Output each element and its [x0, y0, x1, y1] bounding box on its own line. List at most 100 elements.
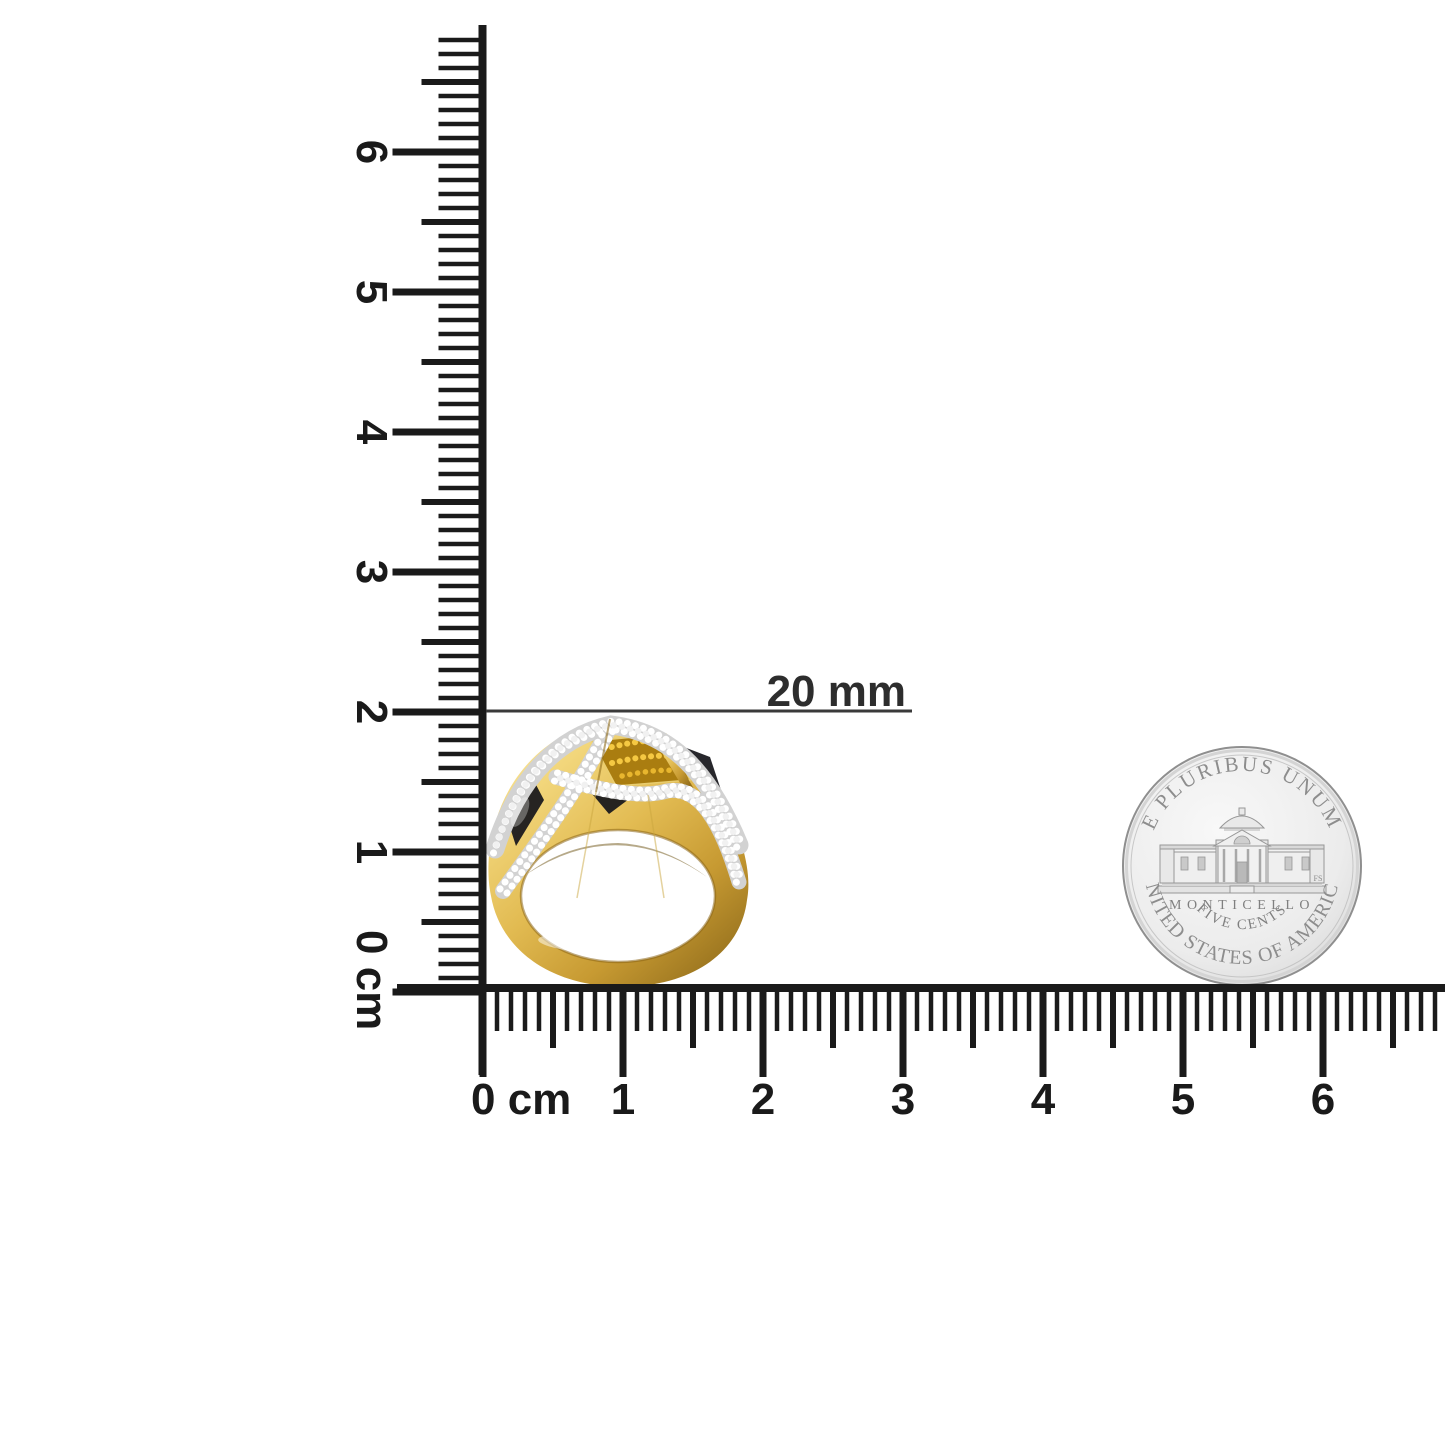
building-steps — [1229, 885, 1255, 894]
v-ruler-half-cm-tick — [421, 919, 479, 925]
h-ruler-cm-tick — [899, 991, 907, 1077]
h-ruler-mm-tick — [1362, 991, 1368, 1031]
h-ruler-mm-tick — [522, 991, 528, 1031]
v-ruler-half-cm-tick — [421, 79, 479, 85]
h-ruler-mm-tick — [1082, 991, 1088, 1031]
v-ruler-number-3: 3 — [347, 560, 396, 584]
v-ruler-cm-tick — [392, 148, 479, 156]
v-ruler-mm-tick — [438, 625, 479, 631]
vertical-ruler: 0 cm 1 2 3 4 5 6 — [347, 25, 487, 1075]
v-ruler-mm-tick — [438, 933, 479, 939]
v-ruler-mm-tick — [438, 261, 479, 267]
building-left-wing — [1173, 851, 1217, 884]
v-ruler-mm-tick — [438, 317, 479, 323]
v-ruler-mm-tick — [438, 513, 479, 519]
coin-designer-initials: FS — [1314, 874, 1323, 883]
v-ruler-mm-tick — [438, 247, 479, 253]
building-window — [1284, 856, 1293, 871]
v-ruler-mm-tick — [438, 163, 479, 169]
v-ruler-mm-tick — [438, 457, 479, 463]
building-dome — [1218, 815, 1266, 829]
ring-image — [488, 719, 748, 987]
v-ruler-mm-tick — [438, 93, 479, 99]
h-ruler-mm-tick — [732, 991, 738, 1031]
h-ruler-half-cm-tick — [690, 991, 696, 1048]
h-ruler-mm-tick — [844, 991, 850, 1031]
v-ruler-cm-tick — [392, 428, 479, 436]
building-base-step — [1162, 883, 1322, 886]
v-ruler-mm-tick — [438, 443, 479, 449]
h-ruler-number-2: 2 — [751, 1075, 775, 1124]
v-ruler-mm-tick — [438, 541, 479, 547]
black-accent — [505, 779, 544, 846]
h-ruler-mm-tick — [816, 991, 822, 1031]
v-ruler-number-6: 6 — [347, 140, 396, 164]
h-ruler-mm-tick — [494, 991, 500, 1031]
h-ruler-mm-tick — [1376, 991, 1382, 1031]
v-ruler-mm-tick — [438, 205, 479, 211]
v-ruler-mm-tick — [438, 975, 479, 981]
h-ruler-mm-tick — [606, 991, 612, 1031]
v-ruler-mm-tick — [438, 863, 479, 869]
h-ruler-mm-tick — [1236, 991, 1242, 1031]
building-lantern — [1238, 807, 1246, 816]
h-ruler-number-4: 4 — [1031, 1075, 1056, 1124]
h-ruler-mm-tick — [1418, 991, 1424, 1031]
v-ruler-number-1: 1 — [347, 840, 396, 864]
v-ruler-mm-tick — [438, 597, 479, 603]
v-ruler-mm-tick — [438, 331, 479, 337]
ring-crease — [576, 791, 597, 899]
h-ruler-mm-tick — [984, 991, 990, 1031]
h-ruler-mm-tick — [634, 991, 640, 1031]
h-ruler-labels: 0 cm 1 2 3 4 5 6 — [471, 1075, 1335, 1124]
h-ruler-mm-tick — [1432, 991, 1438, 1031]
building-window — [1180, 856, 1189, 871]
v-ruler-mm-tick — [438, 947, 479, 953]
h-ruler-mm-tick — [1068, 991, 1074, 1031]
v-ruler-mm-tick — [438, 177, 479, 183]
building-door — [1236, 861, 1248, 884]
h-ruler-mm-tick — [1054, 991, 1060, 1031]
h-ruler-number-1: 1 — [611, 1075, 635, 1124]
h-ruler-mm-tick — [1292, 991, 1298, 1031]
v-ruler-mm-tick — [438, 695, 479, 701]
ring-highlight — [538, 934, 638, 954]
h-ruler-mm-tick — [1138, 991, 1144, 1031]
v-ruler-cm-tick — [392, 568, 479, 576]
v-ruler-mm-tick — [438, 51, 479, 57]
h-ruler-mm-tick — [578, 991, 584, 1031]
h-ruler-mm-tick — [1166, 991, 1172, 1031]
h-ruler-mm-tick — [564, 991, 570, 1031]
h-ruler-mm-tick — [956, 991, 962, 1031]
h-ruler-mm-tick — [774, 991, 780, 1031]
h-ruler-mm-tick — [508, 991, 514, 1031]
h-ruler-mm-tick — [1278, 991, 1284, 1031]
h-ruler-mm-tick — [788, 991, 794, 1031]
h-ruler-mm-tick — [1194, 991, 1200, 1031]
coin-building-label: MONTICELLO — [1169, 898, 1315, 913]
h-ruler-mm-tick — [872, 991, 878, 1031]
coin-rim — [1125, 749, 1359, 983]
h-ruler-mm-tick — [858, 991, 864, 1031]
building-left-pavilion — [1159, 847, 1175, 884]
v-ruler-mm-tick — [438, 891, 479, 897]
h-ruler-mm-tick — [536, 991, 542, 1031]
v-ruler-number-5: 5 — [347, 280, 396, 304]
v-ruler-mm-tick — [438, 765, 479, 771]
v-ruler-mm-tick — [438, 793, 479, 799]
v-ruler-mm-tick — [438, 485, 479, 491]
v-ruler-half-cm-tick — [421, 639, 479, 645]
v-ruler-mm-tick — [438, 135, 479, 141]
h-ruler-mm-tick — [886, 991, 892, 1031]
h-ruler-cm-tick — [1179, 991, 1187, 1077]
h-ruler-half-cm-tick — [970, 991, 976, 1048]
measurement-label: 20 mm — [767, 667, 906, 716]
h-ruler-mm-tick — [1306, 991, 1312, 1031]
h-ruler-mm-tick — [648, 991, 654, 1031]
h-ruler-cm-tick — [1319, 991, 1327, 1077]
building-lunette-window — [1233, 835, 1251, 845]
h-ruler-half-cm-tick — [550, 991, 556, 1048]
v-ruler-mm-tick — [438, 905, 479, 911]
h-ruler-ticks — [479, 991, 1438, 1077]
